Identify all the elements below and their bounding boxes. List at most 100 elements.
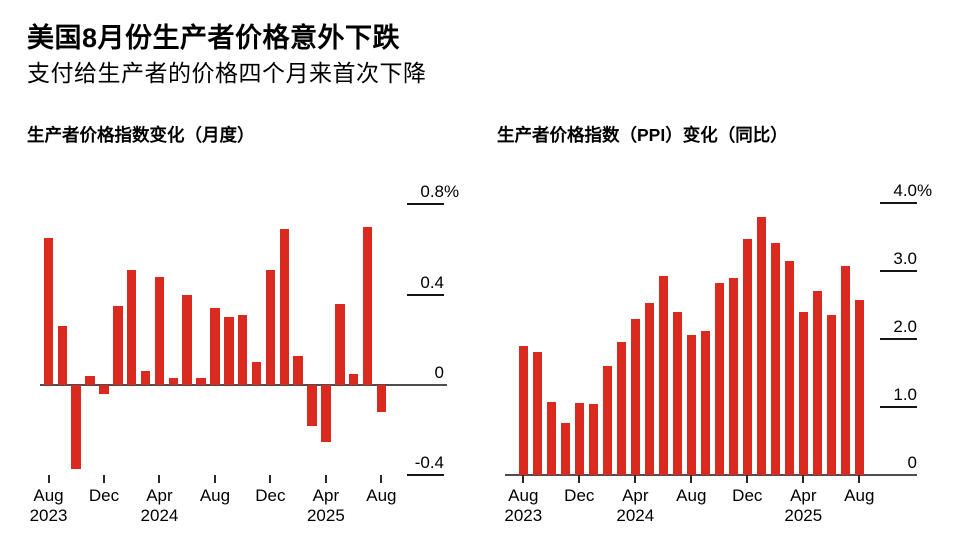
x-tick-year: 2023	[504, 506, 543, 525]
bar-jun-2024	[658, 276, 669, 475]
bar-jun-2025	[348, 373, 359, 385]
y-tick-dash	[407, 474, 444, 477]
y-tick-dash	[407, 203, 444, 206]
y-tick-label: -0.4	[414, 453, 444, 473]
bar-mar-2025	[784, 261, 795, 475]
bar-oct-2024	[714, 283, 725, 475]
x-tick-label: Aug	[508, 486, 539, 505]
x-tick	[858, 475, 861, 483]
page-title: 美国8月份生产者价格意外下跌	[27, 23, 401, 53]
y-tick-label: 1.0	[893, 385, 917, 404]
x-tick-label: Aug	[33, 486, 64, 505]
x-tick-label: Apr	[790, 486, 817, 505]
bar-sep-2023	[57, 326, 68, 385]
bar-feb-2025	[770, 243, 781, 475]
bar-nov-2023	[560, 422, 571, 475]
bar-mar-2024	[140, 371, 151, 385]
zero-line	[40, 384, 447, 386]
bar-may-2024	[168, 378, 179, 385]
bar-jan-2024	[588, 404, 599, 475]
bar-nov-2024	[728, 278, 739, 475]
x-tick-label: Apr	[622, 486, 649, 505]
x-tick	[102, 475, 105, 483]
y-tick-dash	[880, 202, 917, 204]
bar-feb-2025	[293, 355, 303, 385]
x-tick	[802, 475, 805, 483]
x-tick-label: Dec	[564, 486, 595, 505]
bar-aug-2025	[854, 299, 865, 475]
x-tick	[47, 475, 50, 483]
bar-oct-2023	[71, 385, 81, 469]
x-tick	[690, 475, 693, 483]
bar-sep-2024	[700, 330, 711, 475]
bar-nov-2023	[85, 375, 95, 385]
bar-aug-2024	[210, 308, 220, 385]
x-tick-year: 2023	[29, 506, 68, 525]
x-tick-label: Aug	[676, 486, 707, 505]
y-tick-label: 4.0%	[893, 181, 933, 200]
chart-monthly-title: 生产者价格指数变化（月度）	[27, 125, 255, 145]
bar-aug-2024	[686, 334, 697, 475]
x-tick	[269, 475, 272, 483]
bar-apr-2024	[630, 319, 641, 475]
x-tick-label: Apr	[312, 486, 340, 505]
bar-apr-2024	[154, 276, 165, 385]
bar-aug-2023	[43, 238, 54, 385]
bar-may-2024	[644, 302, 655, 475]
bar-oct-2024	[237, 314, 248, 385]
x-tick-label: Aug	[844, 486, 875, 505]
bar-jan-2025	[279, 229, 290, 385]
x-tick-label: Apr	[146, 486, 173, 505]
bar-apr-2025	[798, 312, 809, 475]
y-tick-label: 0	[907, 453, 917, 472]
x-tick-year: 2024	[616, 506, 655, 525]
bar-jul-2025	[362, 226, 373, 385]
y-tick-label: 0	[434, 363, 444, 382]
bar-aug-2023	[518, 345, 529, 475]
bar-aug-2025	[376, 385, 387, 413]
x-tick-year: 2025	[306, 506, 345, 525]
y-tick-label: 2.0	[893, 317, 917, 336]
bar-oct-2023	[546, 401, 557, 475]
y-tick-label: 0.8%	[420, 182, 460, 202]
y-tick-label: 0.4	[420, 272, 444, 292]
bar-dec-2024	[742, 239, 753, 475]
chart-yoy-title: 生产者价格指数（PPI）变化（同比）	[497, 125, 788, 145]
bar-feb-2024	[602, 365, 613, 475]
bar-jul-2025	[840, 266, 851, 475]
bar-jun-2025	[826, 314, 837, 475]
x-tick-label: Aug	[199, 486, 231, 505]
bar-sep-2024	[224, 317, 234, 385]
bar-mar-2025	[307, 385, 317, 426]
bar-jul-2024	[196, 378, 206, 385]
x-tick-label: Dec	[732, 486, 763, 505]
bar-may-2025	[812, 290, 823, 475]
y-tick-dash	[880, 270, 917, 272]
bar-jul-2024	[672, 312, 683, 475]
y-tick-dash	[407, 293, 444, 296]
x-tick-label: Dec	[88, 486, 120, 505]
x-tick-year: 2025	[784, 506, 823, 525]
x-tick	[158, 475, 161, 483]
x-tick	[578, 475, 581, 483]
bar-mar-2024	[616, 341, 627, 475]
chart-yoy-plot: 4.0% 3.0 2.0 1.0 0 Aug 2023 Dec Apr 2024 Aug Dec Apr…	[495, 178, 957, 540]
x-tick-label: Dec	[255, 486, 286, 505]
x-tick-year: 2024	[140, 506, 179, 525]
bar-dec-2023	[99, 385, 109, 395]
bar-nov-2024	[251, 362, 262, 385]
bar-dec-2024	[265, 269, 276, 385]
baseline-axis	[505, 474, 917, 476]
bar-dec-2023	[574, 402, 585, 475]
y-tick-dash	[880, 406, 917, 408]
x-tick	[522, 475, 525, 483]
x-tick	[380, 475, 383, 483]
page-subtitle: 支付给生产者的价格四个月来首次下降	[27, 60, 427, 86]
chart-monthly-plot: 0.8% 0.4 0-0.4 Aug 2023 Dec Apr 2024 Aug Dec Apr 20…	[25, 178, 465, 540]
y-tick-dash	[880, 338, 917, 340]
bar-apr-2025	[321, 385, 331, 442]
x-tick-label: Aug	[366, 486, 397, 505]
x-tick	[634, 475, 637, 483]
x-tick	[213, 475, 216, 483]
